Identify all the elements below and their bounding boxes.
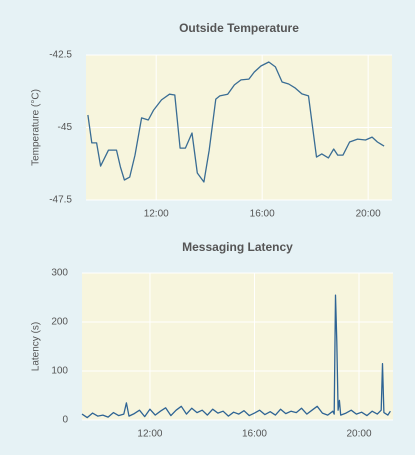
y-tick-label: -45 — [58, 122, 73, 133]
y-tick-label: -47.5 — [49, 195, 72, 206]
chart-title: Outside Temperature — [179, 21, 299, 35]
chart-title: Messaging Latency — [182, 240, 293, 254]
y-tick-label: 0 — [62, 415, 68, 426]
plot-area — [82, 273, 393, 420]
data-line — [81, 294, 391, 419]
y-tick-label: 300 — [51, 268, 68, 279]
y-axis-label: Latency (s) — [31, 322, 42, 371]
x-tick-label: 16:00 — [242, 429, 267, 440]
data-line — [87, 61, 385, 183]
y-axis-label: Temperature (°C) — [31, 89, 42, 166]
x-tick-label: 12:00 — [137, 429, 162, 440]
y-tick-label: 100 — [51, 366, 68, 377]
y-tick-label: 200 — [51, 317, 68, 328]
x-tick-label: 12:00 — [144, 209, 169, 220]
x-tick-label: 16:00 — [250, 209, 275, 220]
x-tick-label: 20:00 — [356, 209, 381, 220]
y-tick-label: -42.5 — [49, 50, 72, 61]
x-tick-label: 20:00 — [347, 429, 372, 440]
